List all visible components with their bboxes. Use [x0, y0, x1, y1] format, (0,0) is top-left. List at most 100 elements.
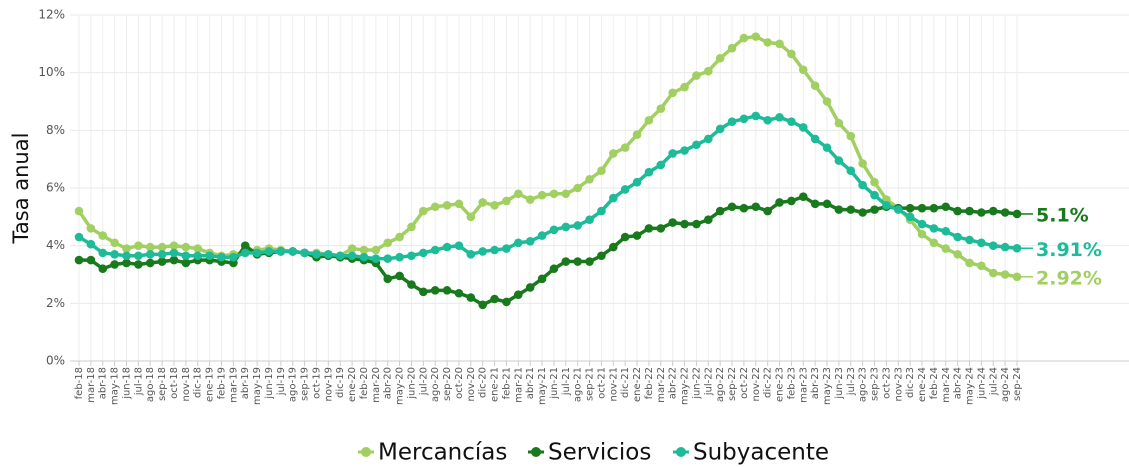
data-point	[739, 203, 749, 213]
data-point	[905, 203, 915, 213]
x-tick-label: sep-22	[727, 367, 738, 401]
data-point	[739, 114, 749, 124]
data-point	[490, 201, 499, 210]
data-point	[656, 160, 666, 170]
legend: Mercancías Servicios Subyacente	[358, 440, 829, 466]
data-point	[597, 206, 606, 216]
data-point	[324, 250, 333, 259]
data-point	[977, 208, 986, 217]
x-tick-label: ene-23	[775, 367, 786, 402]
data-point	[573, 221, 582, 230]
data-point	[122, 258, 131, 268]
data-point	[335, 251, 345, 261]
data-point	[620, 232, 630, 242]
x-tick-label: mar-22	[656, 367, 667, 403]
x-tick-label: jul-18	[133, 367, 144, 396]
data-point	[609, 193, 618, 203]
data-point	[644, 224, 654, 233]
y-tick-label: 8%	[46, 123, 65, 137]
x-tick-label: nov-23	[893, 367, 904, 401]
data-point	[715, 53, 725, 63]
x-tick-label: may-18	[110, 367, 121, 405]
data-point	[454, 241, 464, 250]
x-tick-label: mar-21	[513, 367, 524, 403]
data-point	[300, 248, 309, 258]
x-tick-label: ene-20	[347, 367, 358, 402]
data-point	[359, 252, 369, 262]
data-point	[98, 264, 108, 274]
data-point	[181, 242, 191, 252]
data-point	[822, 143, 832, 152]
y-axis-label: Tasa anual	[9, 133, 33, 245]
data-point	[775, 39, 784, 49]
data-point	[478, 300, 487, 310]
data-point	[703, 215, 713, 225]
data-point	[383, 274, 393, 284]
data-point	[442, 286, 452, 295]
data-point	[229, 252, 238, 262]
data-point	[525, 237, 535, 246]
data-point	[834, 205, 844, 214]
x-tick-label: may-21	[537, 367, 548, 405]
x-tick-label: sep-21	[585, 367, 596, 401]
data-point	[751, 202, 761, 212]
data-point	[157, 250, 167, 259]
data-point	[751, 111, 761, 121]
x-tick-label: jul-20	[418, 367, 429, 396]
data-point	[775, 113, 784, 122]
data-point	[810, 199, 820, 209]
data-point	[430, 202, 440, 212]
data-point	[585, 215, 594, 225]
data-point	[787, 49, 796, 59]
x-tick-label: ago-24	[1000, 367, 1011, 402]
data-point	[953, 232, 962, 242]
data-point	[454, 199, 464, 209]
x-tick-label: oct-21	[596, 367, 607, 399]
data-point	[739, 33, 749, 43]
data-point	[703, 134, 713, 144]
data-point	[98, 231, 108, 240]
x-tick-label: jun-23	[834, 367, 845, 400]
x-tick-label: oct-18	[169, 367, 180, 399]
data-point	[941, 226, 951, 236]
data-point	[86, 239, 96, 249]
x-tick-label: abr-24	[953, 367, 964, 399]
x-tick-label: feb-24	[929, 367, 940, 399]
y-tick-label: 4%	[46, 238, 65, 252]
data-point	[86, 255, 96, 265]
data-point	[407, 251, 416, 261]
x-tick-label: ago-22	[715, 367, 726, 402]
data-point	[264, 247, 274, 256]
data-point	[798, 65, 808, 75]
data-point	[347, 251, 357, 261]
data-point	[893, 205, 903, 214]
x-tick-label: dic-23	[905, 367, 916, 398]
x-tick-label: jul-21	[561, 367, 572, 396]
data-point	[371, 254, 381, 263]
x-tick-label: nov-20	[466, 367, 477, 401]
data-point	[703, 66, 713, 76]
data-point	[573, 183, 582, 193]
end-label: 2.92%	[1036, 267, 1102, 289]
data-point	[680, 219, 689, 229]
data-point	[514, 238, 523, 248]
data-point	[561, 257, 571, 266]
data-point	[668, 88, 677, 98]
data-point	[442, 242, 452, 252]
x-tick-label: jun-22	[691, 367, 702, 400]
x-tick-label: mar-19	[228, 367, 239, 403]
data-point	[134, 260, 143, 269]
x-tick-label: feb-19	[216, 367, 227, 399]
data-point	[834, 156, 844, 165]
data-point	[276, 247, 286, 256]
data-point	[668, 218, 677, 227]
data-point	[727, 117, 737, 126]
data-point	[240, 241, 250, 250]
data-point	[858, 180, 867, 190]
x-tick-label: dic-19	[335, 367, 346, 398]
y-tick-label: 0%	[46, 354, 65, 368]
x-tick-label: ago-20	[430, 367, 441, 402]
x-tick-label: dic-18	[193, 367, 204, 398]
x-tick-label: dic-22	[763, 367, 774, 398]
x-tick-label: abr-20	[383, 367, 394, 399]
